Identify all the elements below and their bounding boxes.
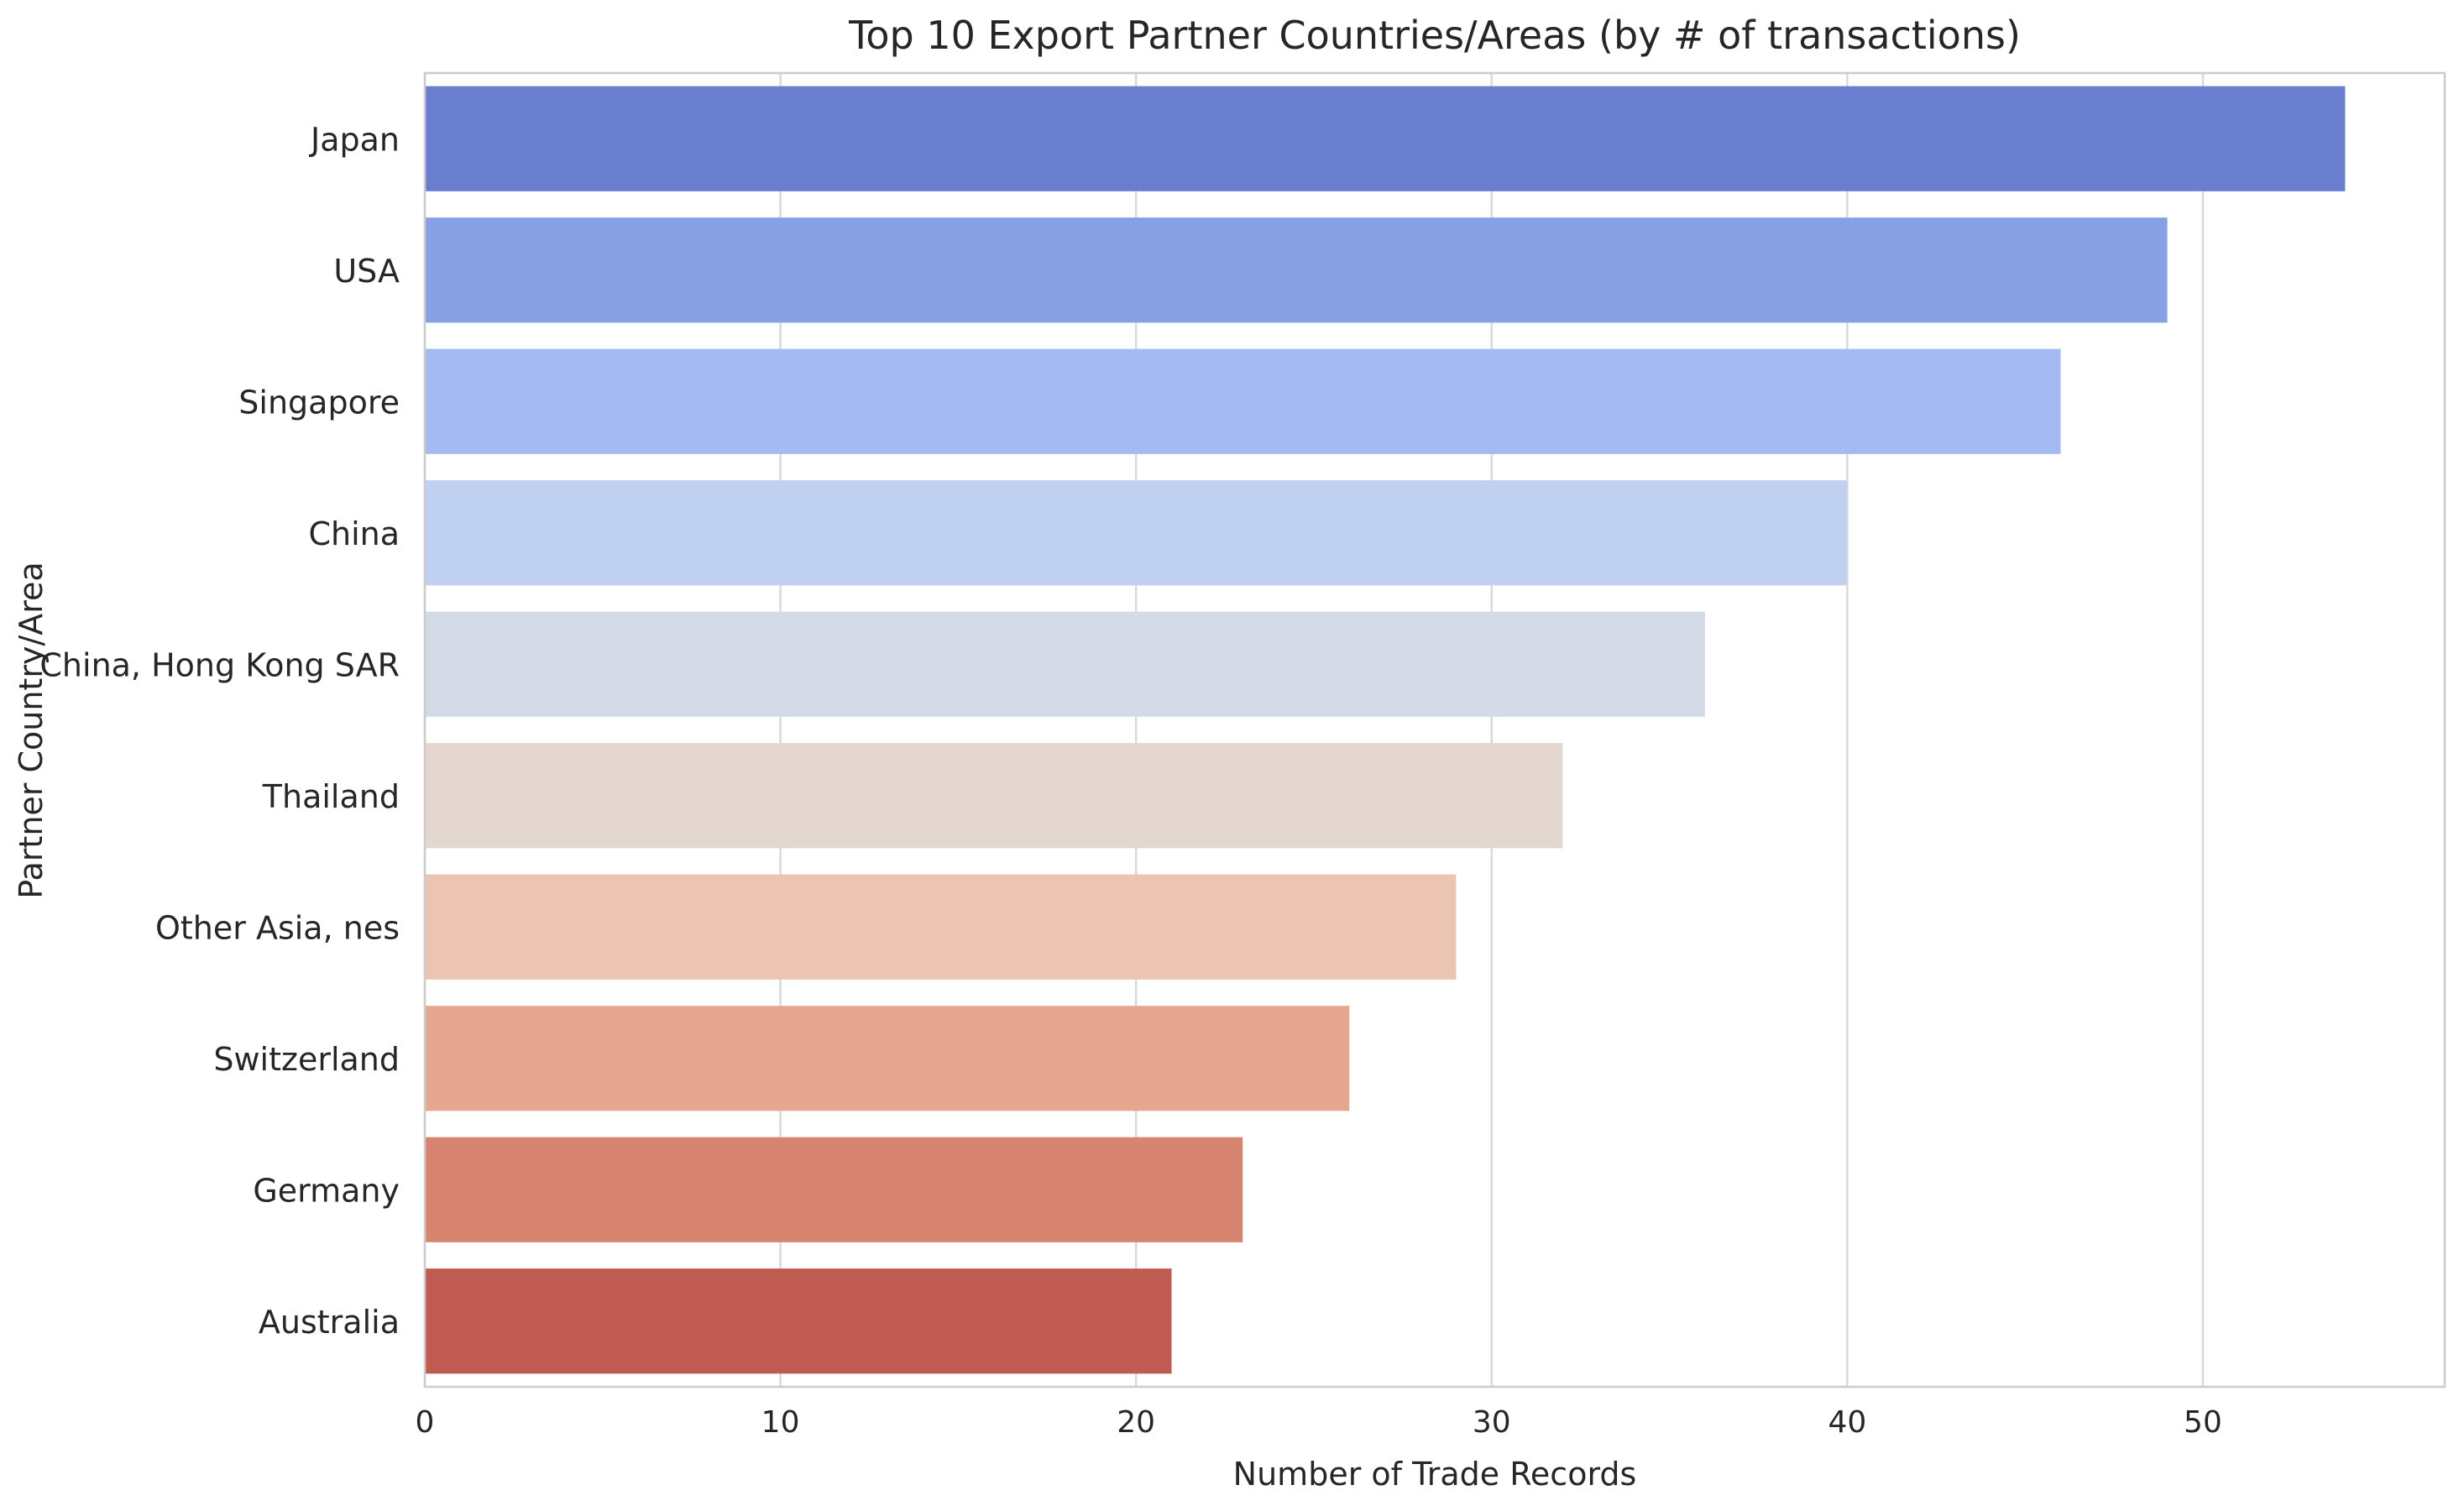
- x-tick-label: 40: [1828, 1405, 1866, 1440]
- x-tick-label: 10: [761, 1405, 800, 1440]
- x-tick-labels: 0 10 20 30 40 50: [416, 1405, 2222, 1440]
- y-tick-label: Germany: [253, 1172, 400, 1209]
- bar: [425, 480, 1848, 586]
- y-tick-label: Switzerland: [213, 1041, 400, 1078]
- plot-frame: [423, 71, 2446, 1388]
- x-tick-label: 30: [1473, 1405, 1511, 1440]
- y-tick-label: China, Hong Kong SAR: [39, 646, 400, 683]
- y-tick-label: Japan: [309, 121, 400, 158]
- bar: [425, 611, 1705, 717]
- x-tick-label: 20: [1117, 1405, 1155, 1440]
- bar: [425, 743, 1563, 849]
- x-tick-label: 50: [2184, 1405, 2222, 1440]
- y-tick-label: Australia: [259, 1304, 400, 1341]
- bar: [425, 1137, 1243, 1242]
- bar: [425, 348, 2061, 454]
- x-axis-label: Number of Trade Records: [1233, 1456, 1637, 1493]
- chart-title: Top 10 Export Partner Countries/Areas (b…: [848, 13, 2021, 58]
- y-tick-label: Thailand: [262, 778, 400, 815]
- y-tick-label: USA: [333, 253, 400, 290]
- bar: [425, 1006, 1350, 1111]
- bar: [425, 86, 2346, 191]
- y-axis-label: Partner Country/Area: [13, 562, 50, 898]
- x-tick-label: 0: [416, 1405, 435, 1440]
- y-tick-label: Singapore: [238, 384, 400, 421]
- y-tick-label: China: [308, 515, 400, 552]
- y-tick-label: Other Asia, nes: [155, 909, 400, 946]
- bar: [425, 217, 2168, 323]
- bars: [425, 86, 2346, 1374]
- y-tick-labels: Japan USA Singapore China China, Hong Kong S…: [39, 121, 400, 1341]
- bar: [425, 874, 1457, 980]
- bar: [425, 1268, 1172, 1374]
